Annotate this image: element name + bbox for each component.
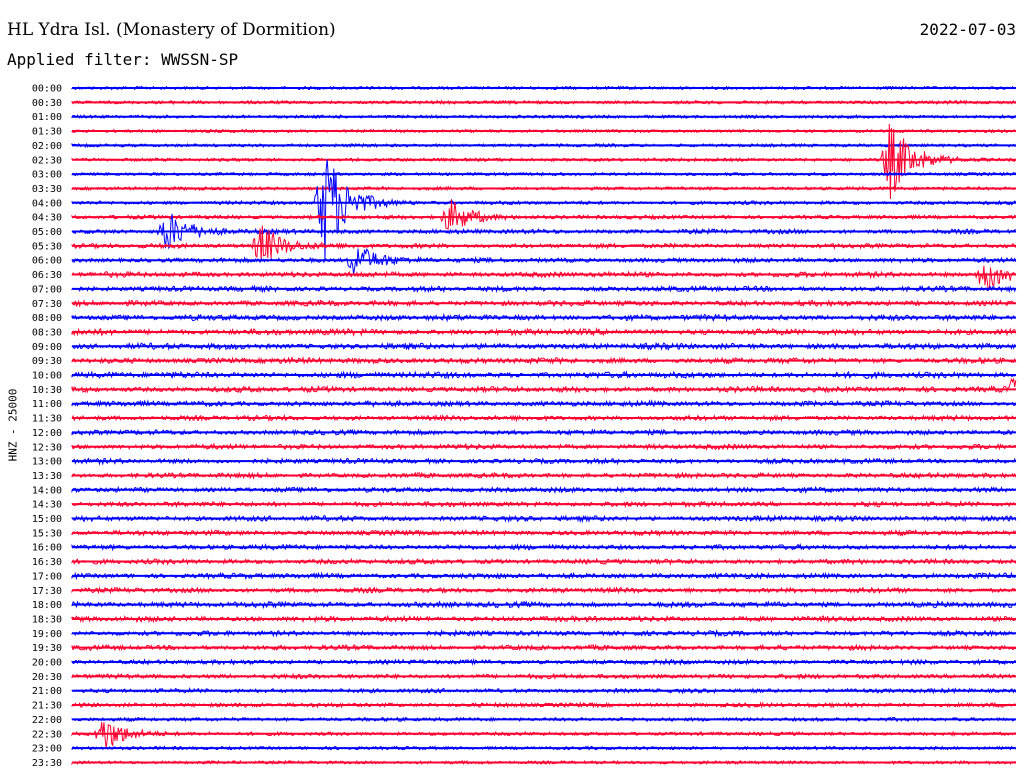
seismogram-trace: [71, 722, 1017, 749]
time-tick-label: 14:30: [32, 500, 62, 511]
time-tick-label: 03:00: [32, 170, 62, 181]
seismogram-trace: [71, 265, 1017, 292]
time-tick-label: 04:30: [32, 213, 62, 224]
time-tick-label: 09:30: [32, 356, 62, 367]
plot-date: 2022-07-03: [919, 20, 1016, 39]
time-tick-label: 01:00: [32, 112, 62, 123]
time-tick-label: 00:30: [32, 98, 62, 109]
time-tick-label: 00:00: [32, 84, 62, 95]
time-tick-label: 23:00: [32, 744, 62, 755]
time-tick-label: 20:30: [32, 672, 62, 683]
time-tick-label: 19:00: [32, 629, 62, 640]
time-tick-label: 14:00: [32, 485, 62, 496]
time-tick-label: 16:30: [32, 557, 62, 568]
time-tick-label: 12:30: [32, 442, 62, 453]
time-tick-label: 19:30: [32, 643, 62, 654]
time-tick-label: 12:00: [32, 428, 62, 439]
time-tick-label: 18:30: [32, 614, 62, 625]
time-tick-label: 17:00: [32, 571, 62, 582]
time-tick-label: 09:00: [32, 342, 62, 353]
time-tick-label: 05:30: [32, 241, 62, 252]
time-tick-label: 07:00: [32, 284, 62, 295]
time-tick-label: 05:00: [32, 227, 62, 238]
time-tick-label: 04:00: [32, 198, 62, 209]
time-tick-label: 21:30: [32, 701, 62, 712]
time-tick-label: 10:00: [32, 371, 62, 382]
time-tick-label: 13:00: [32, 457, 62, 468]
time-tick-label: 15:30: [32, 528, 62, 539]
time-tick-label: 20:00: [32, 658, 62, 669]
time-tick-label: 08:30: [32, 327, 62, 338]
seismogram-trace: [71, 247, 1017, 275]
time-tick-label: 21:00: [32, 686, 62, 697]
time-tick-label: 10:30: [32, 385, 62, 396]
seismogram-trace: [71, 199, 1016, 230]
station-title: HL Ydra Isl. (Monastery of Dormition): [7, 20, 336, 40]
time-tick-label: 15:00: [32, 514, 62, 525]
time-tick-label: 06:00: [32, 256, 62, 267]
time-tick-label: 03:30: [32, 184, 62, 195]
time-tick-label: 16:00: [32, 543, 62, 554]
time-tick-label: 18:00: [32, 600, 62, 611]
time-tick-label: 17:30: [32, 586, 62, 597]
time-tick-label: 13:30: [32, 471, 62, 482]
seismogram-traces: 00:00 00:30 01:00 01:30 02:00 02:30 03:00 03:30…: [32, 84, 1017, 769]
time-tick-label: 22:00: [32, 715, 62, 726]
time-tick-label: 22:30: [32, 729, 62, 740]
time-tick-label: 02:00: [32, 141, 62, 152]
time-tick-label: 11:30: [32, 414, 62, 425]
time-tick-label: 01:30: [32, 127, 62, 138]
time-tick-label: 08:00: [32, 313, 62, 324]
time-tick-label: 06:30: [32, 270, 62, 281]
filter-label: Applied filter: WWSSN-SP: [7, 50, 239, 69]
time-tick-label: 11:00: [32, 399, 62, 410]
time-tick-label: 23:30: [32, 758, 62, 769]
time-tick-label: 07:30: [32, 299, 62, 310]
time-tick-label: 02:30: [32, 155, 62, 166]
